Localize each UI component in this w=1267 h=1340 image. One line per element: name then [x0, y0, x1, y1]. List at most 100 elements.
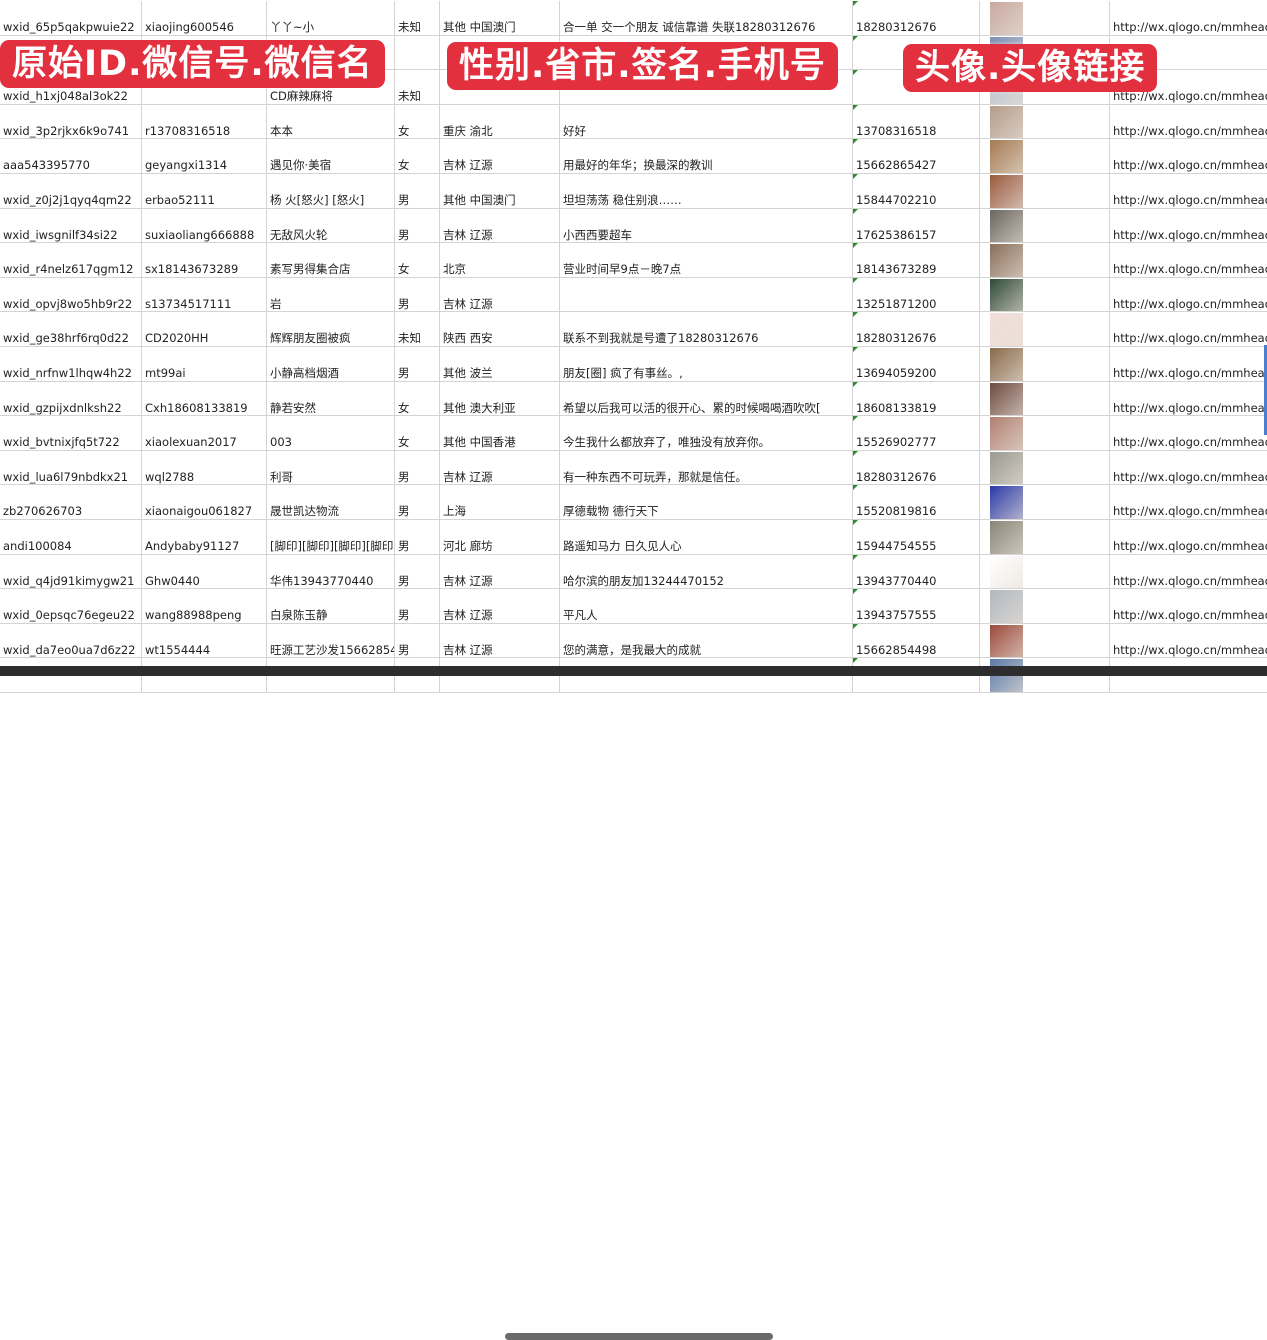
cell-link[interactable]: http://wx.qlogo.cn/mmhead [1110, 451, 1267, 485]
cell-id[interactable]: wxid_iwsgnilf34si22 [0, 208, 142, 243]
cell-phone[interactable]: 13708316518 [853, 104, 980, 139]
cell-region[interactable]: 北京 [440, 243, 560, 277]
cell-signature[interactable]: 坦坦荡荡 稳住别浪…… [560, 174, 853, 208]
cell-wechat[interactable]: xiaonaigou061827 [142, 485, 267, 519]
cell-signature[interactable] [560, 35, 853, 70]
cell-phone[interactable]: 15526902777 [853, 416, 980, 450]
cell-gender[interactable]: 未知 [395, 1, 440, 35]
cell-name[interactable]: 利哥 [267, 450, 395, 485]
cell-id[interactable]: wxid_r4nelz617qgm12 [0, 243, 142, 277]
cell-gender[interactable]: 男 [395, 485, 440, 519]
cell-wechat[interactable]: CD2020HH [142, 312, 267, 346]
cell-phone[interactable]: 18143673289 [853, 243, 980, 277]
cell-avatar[interactable] [980, 1, 1110, 35]
cell-name[interactable]: 003 [267, 416, 395, 450]
cell-name[interactable]: 华伟13943770440 [267, 554, 395, 589]
cell-name[interactable]: 素写男得集合店 [267, 243, 395, 277]
cell-region[interactable]: 其他 波兰 [440, 347, 560, 381]
cell-id[interactable]: andi100084 [0, 520, 142, 554]
cell-signature[interactable]: 厚德载物 德行天下 [560, 485, 853, 519]
cell-phone[interactable]: 15520819816 [853, 485, 980, 519]
cell-region[interactable]: 吉林 辽源 [440, 450, 560, 485]
cell-region[interactable]: 吉林 辽源 [440, 139, 560, 173]
cell-wechat[interactable]: xiaolexuan2017 [142, 416, 267, 450]
cell-id[interactable]: wxid_q4jd91kimygw21 [0, 554, 142, 589]
cell-region[interactable]: 陕西 西安 [440, 312, 560, 346]
cell-name[interactable]: [脚印][脚印][脚印][脚印] [267, 520, 395, 554]
cell-region[interactable]: 重庆 渝北 [440, 104, 560, 139]
horizontal-scrollbar[interactable] [505, 1333, 773, 1340]
cell-wechat[interactable]: xiaojing600546 [142, 1, 267, 35]
cell-gender[interactable]: 女 [395, 416, 440, 450]
cell-gender[interactable]: 男 [395, 520, 440, 554]
cell-avatar[interactable] [980, 312, 1110, 346]
cell-id[interactable]: wxid_0epsqc76egeu22 [0, 589, 142, 623]
cell-avatar[interactable] [980, 485, 1110, 519]
cell-region[interactable]: 上海 [440, 485, 560, 519]
cell-gender[interactable]: 女 [395, 381, 440, 416]
cell-wechat[interactable]: Andybaby91127 [142, 520, 267, 554]
cell-link[interactable]: http://wx.qlogo.cn/mmhead [1110, 416, 1267, 450]
cell-phone[interactable]: 15944754555 [853, 520, 980, 554]
cell-signature[interactable]: 用最好的年华；换最深的教训 [560, 139, 853, 173]
cell-name[interactable]: CD麻辣麻将 [267, 70, 395, 104]
cell-name[interactable]: 无敌风火轮 [267, 208, 395, 243]
cell-link[interactable]: http://wx.qlogo.cn/mmhead [1110, 105, 1267, 139]
cell-gender[interactable]: 男 [395, 347, 440, 381]
cell-name[interactable]: 杨 火[怒火] [怒火] [267, 174, 395, 208]
cell-id[interactable]: wxid_opvj8wo5hb9r22 [0, 277, 142, 312]
cell-phone[interactable]: 18280312676 [853, 312, 980, 346]
cell-gender[interactable]: 女 [395, 139, 440, 173]
cell-phone[interactable]: 13943770440 [853, 554, 980, 589]
cell-wechat[interactable]: Cxh18608133819 [142, 381, 267, 416]
cell-link[interactable]: http://wx.qlogo.cn/mmhead [1110, 555, 1267, 589]
cell-wechat[interactable]: wt1554444 [142, 623, 267, 658]
cell-link[interactable]: http://wx.qlogo.cn/mmhead [1110, 312, 1267, 346]
cell-name[interactable]: 小静高档烟酒 [267, 347, 395, 381]
cell-name[interactable]: 旺源工艺沙发15662854 [267, 623, 395, 658]
cell-name[interactable]: 岩 [267, 277, 395, 312]
cell-link[interactable]: http://wx.qlogo.cn/mmhead [1110, 485, 1267, 519]
cell-gender[interactable]: 男 [395, 554, 440, 589]
cell-avatar[interactable] [980, 416, 1110, 450]
cell-gender[interactable]: 男 [395, 174, 440, 208]
cell-wechat[interactable]: wql2788 [142, 450, 267, 485]
cell-name[interactable] [267, 35, 395, 70]
cell-link[interactable]: http://wx.qlogo.cn/mmhead [1110, 382, 1267, 416]
cell-link[interactable]: http://wx.qlogo.cn/mmhead [1110, 624, 1267, 658]
cell-signature[interactable]: 好好 [560, 104, 853, 139]
cell-avatar[interactable] [980, 623, 1110, 658]
cell-region[interactable]: 其他 中国澳门 [440, 174, 560, 208]
cell-region[interactable]: 吉林 辽源 [440, 208, 560, 243]
cell-name[interactable]: 晟世凯达物流 [267, 485, 395, 519]
cell-avatar[interactable] [980, 554, 1110, 589]
cell-wechat[interactable]: mt99ai [142, 347, 267, 381]
cell-avatar[interactable] [980, 174, 1110, 208]
cell-link[interactable]: http://wx.qlogo.cn/mmhead [1110, 243, 1267, 277]
vertical-scrollbar[interactable] [1264, 345, 1267, 435]
cell-region[interactable]: 吉林 辽源 [440, 554, 560, 589]
cell-wechat[interactable]: wang88988peng [142, 589, 267, 623]
cell-avatar[interactable] [980, 139, 1110, 173]
cell-wechat[interactable]: sx18143673289 [142, 243, 267, 277]
cell-name[interactable]: 静若安然 [267, 381, 395, 416]
cell-signature[interactable]: 合一单 交一个朋友 诚信靠谱 失联18280312676 [560, 1, 853, 35]
cell-region[interactable]: 吉林 辽源 [440, 589, 560, 623]
cell-gender[interactable] [395, 35, 440, 70]
cell-gender[interactable]: 未知 [395, 312, 440, 346]
cell-link[interactable]: http://wx.qlogo.cn/mmhead [1110, 278, 1267, 312]
cell-avatar[interactable] [980, 381, 1110, 416]
cell-wechat[interactable]: Ghw0440 [142, 554, 267, 589]
cell-phone[interactable]: 15662854498 [853, 623, 980, 658]
cell-phone[interactable]: 18280312676 [853, 1, 980, 35]
cell-avatar[interactable] [980, 520, 1110, 554]
cell-phone[interactable]: 13694059200 [853, 347, 980, 381]
cell-signature[interactable] [560, 70, 853, 104]
cell-name[interactable]: 丫丫~小 [267, 1, 395, 35]
cell-signature[interactable]: 您的满意，是我最大的成就 [560, 623, 853, 658]
cell-region[interactable]: 其他 中国香港 [440, 416, 560, 450]
cell-gender[interactable]: 男 [395, 208, 440, 243]
cell-link[interactable]: http://wx.qlogo.cn/mmhead [1110, 209, 1267, 243]
cell-id[interactable]: wxid_bvtnixjfq5t722 [0, 416, 142, 450]
cell-avatar[interactable] [980, 450, 1110, 485]
